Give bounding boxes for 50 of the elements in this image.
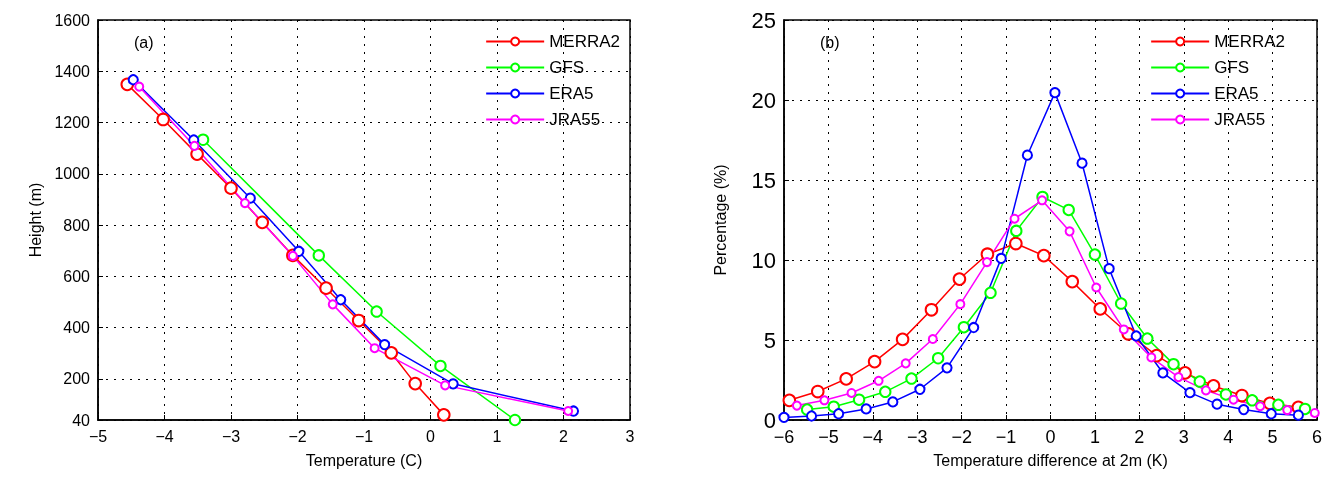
x-tick-label: −1 [354,427,374,445]
y-tick-label: 1000 [54,165,91,183]
legend-label: ERA5 [549,84,594,103]
x-tick-label: −3 [221,427,241,445]
x-tick-label: 0 [426,427,436,445]
y-tick-label: 20 [751,87,776,113]
x-tick-label: 5 [1267,427,1278,447]
x-tick-label: 0 [1045,427,1056,447]
x-axis-title: Temperature (C) [305,451,423,469]
annotation: (b) [820,33,840,51]
x-tick-label: 1 [492,427,502,445]
annotation: (a) [134,33,154,51]
x-tick-label: −4 [155,427,174,445]
x-tick-label: −6 [773,427,795,447]
y-tick-label: 10 [751,247,776,273]
x-tick-label: −1 [995,427,1017,447]
x-tick-label: 2 [559,427,569,445]
x-tick-label: 6 [1311,427,1323,447]
y-tick-label: 1600 [54,11,91,29]
legend-label: ERA5 [1214,84,1259,103]
x-tick-label: −4 [862,427,884,447]
x-tick-label: 1 [1089,427,1100,447]
x-tick-label: −5 [88,427,108,445]
y-tick-label: 1200 [54,114,91,132]
y-tick-label: 1400 [54,62,91,80]
y-tick-label: 400 [63,319,91,337]
x-axis-title: Temperature difference at 2m (K) [933,451,1168,469]
x-tick-label: 4 [1223,427,1234,447]
y-tick-label: 800 [63,216,91,234]
legend-label: MERRA2 [549,32,621,51]
x-tick-label: −2 [288,427,307,445]
x-tick-label: 3 [1178,427,1189,447]
legend-label: GFS [1214,58,1250,77]
legend-label: JRA55 [549,110,601,129]
x-tick-label: −3 [906,427,928,447]
y-axis-title: Percentage (%) [711,164,729,276]
y-tick-label: 5 [763,327,776,353]
legend-label: MERRA2 [1214,32,1286,51]
legend-label: JRA55 [1214,110,1266,129]
y-tick-label: 40 [72,411,91,429]
x-tick-label: 2 [1134,427,1145,447]
y-tick-label: 200 [63,370,91,388]
legend-label: GFS [549,58,585,77]
x-tick-label: −2 [951,427,972,447]
x-tick-label: −5 [818,427,839,447]
y-tick-label: 15 [751,167,776,193]
y-tick-label: 25 [751,7,776,33]
x-tick-label: 3 [625,427,635,445]
y-axis-title: Height (m) [27,182,45,258]
y-tick-label: 600 [63,267,91,285]
